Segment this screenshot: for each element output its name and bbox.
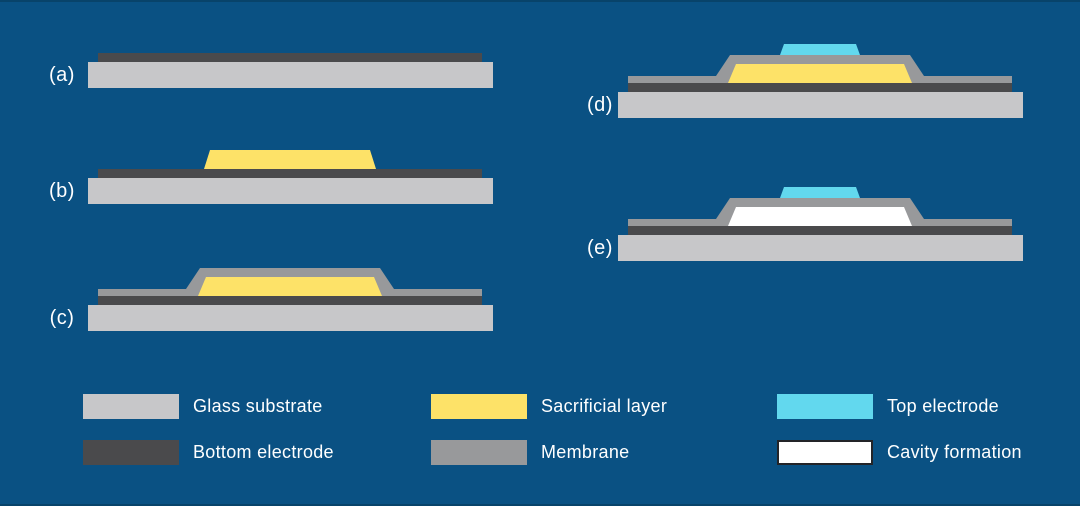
legend-item-bottom-electrode: Bottom electrode: [83, 440, 334, 465]
bottom-electrode-layer: [98, 296, 482, 305]
step-e-label: (e): [587, 237, 613, 259]
step-a-diagram: [88, 53, 493, 88]
membrane-swatch: [431, 440, 527, 465]
legend-item-top-electrode: Top electrode: [777, 394, 1022, 419]
step-b-label: (b): [49, 180, 75, 202]
sacrificial-layer-swatch: [431, 394, 527, 419]
glass-substrate-layer: [88, 178, 493, 204]
bottom-electrode-layer: [628, 83, 1012, 92]
legend: Glass substrate Bottom electrode Sacrifi…: [0, 394, 1080, 474]
legend-item-membrane: Membrane: [431, 440, 667, 465]
legend-label: Sacrificial layer: [541, 396, 668, 416]
glass-substrate-layer: [88, 62, 493, 88]
step-d: (d): [587, 30, 1023, 126]
sacrificial-layer: [198, 277, 382, 296]
top-electrode-layer: [780, 187, 860, 198]
legend-item-cavity-formation: Cavity formation: [777, 440, 1022, 465]
legend-item-glass-substrate: Glass substrate: [83, 394, 334, 419]
step-a-label: (a): [49, 64, 75, 86]
step-a: (a): [49, 0, 493, 96]
bottom-electrode-layer: [98, 169, 482, 178]
legend-item-sacrificial-layer: Sacrificial layer: [431, 394, 667, 419]
glass-substrate-layer: [88, 305, 493, 331]
step-b: (b): [49, 116, 493, 212]
sacrificial-layer: [728, 64, 912, 83]
glass-substrate-layer: [618, 92, 1023, 118]
sacrificial-layer: [204, 150, 376, 169]
step-c-label: (c): [49, 307, 75, 329]
legend-column-2: Sacrificial layer Membrane: [431, 394, 667, 486]
legend-label: Cavity formation: [887, 442, 1022, 462]
step-d-label: (d): [587, 94, 613, 116]
bottom-edge-line: [0, 504, 1080, 506]
legend-label: Top electrode: [887, 396, 999, 416]
bottom-electrode-layer: [98, 53, 482, 62]
legend-column-3: Top electrode Cavity formation: [777, 394, 1022, 486]
cavity-formation-swatch: [777, 440, 873, 465]
legend-label: Glass substrate: [193, 396, 323, 416]
bottom-electrode-layer: [628, 226, 1012, 235]
step-b-diagram: [88, 150, 493, 204]
step-e: (e): [587, 173, 1023, 269]
top-edge-line: [0, 0, 1080, 2]
step-c: (c): [50, 243, 493, 339]
legend-label: Membrane: [541, 442, 630, 462]
glass-substrate-layer: [618, 235, 1023, 261]
top-electrode-swatch: [777, 394, 873, 419]
step-c-diagram: [88, 268, 493, 331]
glass-substrate-swatch: [83, 394, 179, 419]
bottom-electrode-swatch: [83, 440, 179, 465]
step-e-diagram: [618, 187, 1023, 261]
legend-column-1: Glass substrate Bottom electrode: [83, 394, 334, 486]
cavity-layer: [728, 207, 912, 226]
step-d-diagram: [618, 44, 1023, 118]
legend-label: Bottom electrode: [193, 442, 334, 462]
top-electrode-layer: [780, 44, 860, 55]
